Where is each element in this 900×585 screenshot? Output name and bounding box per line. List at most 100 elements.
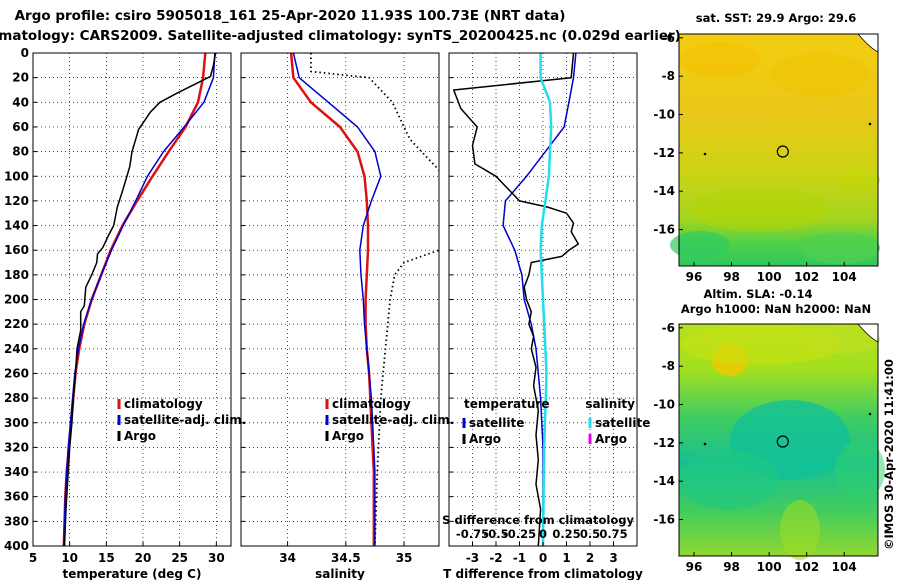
map-y-tick-label: -6 <box>662 31 675 45</box>
x-tick-label: 34.5 <box>331 551 361 565</box>
y-tick-label: 120 <box>4 194 29 208</box>
island <box>868 122 872 126</box>
x2-tick-label: 0.5 <box>580 527 600 541</box>
argo-location-marker <box>776 145 789 158</box>
y-tick-label: 240 <box>4 342 29 356</box>
y-tick-label: 60 <box>12 120 29 134</box>
map-x-tick-label: 102 <box>794 270 819 284</box>
x2-tick-label: -0.75 <box>456 527 489 541</box>
series-group <box>62 53 217 546</box>
x2-tick-label: 0.25 <box>552 527 580 541</box>
x-tick-label: 2 <box>586 551 594 565</box>
y-tick-label: 200 <box>4 293 29 307</box>
series-group <box>289 53 439 546</box>
map-x-tick-label: 104 <box>832 270 857 284</box>
map-x-tick-label: 102 <box>794 560 819 574</box>
x-axis-label: T difference from climatology <box>443 567 643 580</box>
island <box>703 152 707 156</box>
x-tick-label: 3 <box>609 551 617 565</box>
x2-tick-label: 0.75 <box>599 527 627 541</box>
x-tick-label: 25 <box>171 551 188 565</box>
map-sla: 96 98 100 102 104 -6 -8 -10 -12 -14 -16 <box>653 321 885 574</box>
x-tick-label: -2 <box>489 551 502 565</box>
map-patch <box>800 326 880 354</box>
map-patch <box>680 450 780 510</box>
legend-entry: climatology <box>332 397 411 411</box>
island <box>703 442 707 446</box>
temperature-panel: 0 20 40 60 80 100 120 140 160 180 200 220 240 260 280 3… <box>4 46 246 581</box>
x2-tick-label: -0.25 <box>503 527 536 541</box>
series-argo <box>63 53 217 546</box>
legend-entry: Argo <box>595 432 627 446</box>
y-tick-label: 140 <box>4 219 29 233</box>
series-temperature-argo <box>452 53 580 546</box>
x-tick-label: -3 <box>466 551 479 565</box>
x-tick-label: 0 <box>539 551 547 565</box>
x2-tick-label: 0 <box>539 527 547 541</box>
map-y-tick-label: -10 <box>653 108 675 122</box>
x-tick-label: 15 <box>98 551 115 565</box>
map-y-tick-label: -8 <box>662 359 675 373</box>
map-y-tick-label: -14 <box>653 474 675 488</box>
x-axis-label: temperature (deg C) <box>63 567 202 580</box>
map-patch <box>680 42 760 78</box>
y-tick-label: 160 <box>4 243 29 257</box>
title-line-1: Argo profile: csiro 5905018_161 25-Apr-2… <box>15 8 566 24</box>
x-tick-label: 10 <box>61 551 78 565</box>
map-y-tick-label: -10 <box>653 398 675 412</box>
x-tick-label: 20 <box>135 551 152 565</box>
legend-entry: Argo <box>124 429 156 443</box>
map-sla-title-1: Altim. SLA: -0.14 <box>703 287 812 301</box>
map-y-tick-label: -12 <box>653 436 675 450</box>
x2-tick-label: -0.5 <box>483 527 508 541</box>
y-tick-label: 40 <box>12 95 29 109</box>
series-salinity-satellite <box>539 53 553 546</box>
map-patch <box>770 53 870 97</box>
map-patch <box>800 232 880 264</box>
map-y-tick-label: -16 <box>653 513 675 527</box>
x-tick-label: 1 <box>562 551 570 565</box>
legend-entry: satellite <box>595 416 650 430</box>
map-x-tick-label: 98 <box>723 270 740 284</box>
series-climatology <box>289 53 376 546</box>
y-tick-label: 180 <box>4 268 29 282</box>
y-tick-label: 220 <box>4 317 29 331</box>
x-tick-label: 30 <box>208 551 225 565</box>
legend-entry: Argo <box>332 429 364 443</box>
y-tick-label: 80 <box>12 145 29 159</box>
legend-entry: satellite <box>469 416 524 430</box>
map-y-tick-label: -6 <box>662 321 675 335</box>
legend-entry: satellite-adj. clim. <box>332 413 454 427</box>
map-x-tick-label: 98 <box>723 560 740 574</box>
map-patch <box>670 231 730 259</box>
series-satellite-adj-clim- <box>63 53 216 546</box>
map-sst: 96 98 100 102 104 -6 -8 -10 -12 -14 -16 <box>653 31 880 284</box>
y-tick-label: 280 <box>4 391 29 405</box>
y-tick-label: 320 <box>4 440 29 454</box>
difference-panel: -3 -2 -1 0 1 2 3 T difference from climatology S… <box>442 52 650 581</box>
map-y-tick-label: -16 <box>653 223 675 237</box>
map-sla-title-2: Argo h1000: NaN h2000: NaN <box>681 302 871 316</box>
x2-axis-label: S difference from climatology <box>442 513 634 527</box>
title-line-2: Climatology: CARS2009. Satellite-adjuste… <box>0 28 681 44</box>
series-satellite-adj-clim- <box>292 53 382 546</box>
y-tick-label: 360 <box>4 490 29 504</box>
watermark: ©IMOS 30-Apr-2020 11:41:00 <box>882 359 896 550</box>
y-tick-label: 20 <box>12 71 29 85</box>
x-axis-label: salinity <box>315 567 365 580</box>
map-y-tick-label: -12 <box>653 146 675 160</box>
legend-heading-salinity: salinity <box>585 397 635 411</box>
series-argo <box>309 53 439 546</box>
y-tick-label: 400 <box>4 539 29 553</box>
legend-entry: climatology <box>124 397 203 411</box>
y-tick-label: 260 <box>4 366 29 380</box>
map-frame <box>678 323 879 557</box>
island <box>868 412 872 416</box>
legend-heading-temperature: temperature <box>464 397 549 411</box>
map-patch <box>835 440 885 500</box>
y-tick-label: 0 <box>21 46 29 60</box>
argo-location-marker <box>776 435 789 448</box>
map-y-tick-label: -14 <box>653 184 675 198</box>
map-patch <box>840 170 880 190</box>
